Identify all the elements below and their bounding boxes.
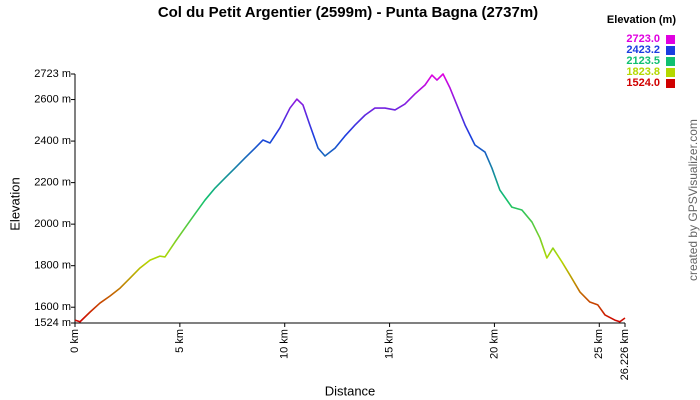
legend-label: 1823.8 (626, 66, 660, 78)
x-tick-label: 26.226 km (619, 329, 631, 380)
y-tick-label: 2400 m (34, 135, 71, 147)
credit: created by GPSVisualizer.com (686, 119, 700, 281)
legend-swatch (666, 79, 675, 88)
x-tick-label: 20 km (488, 329, 500, 359)
legend-title: Elevation (m) (607, 14, 676, 26)
legend-swatch (666, 35, 675, 44)
y-tick-label: 1600 m (34, 301, 71, 313)
legend-label: 2423.2 (626, 44, 660, 56)
legend-label: 1524.0 (626, 77, 660, 89)
x-tick-label: 10 km (279, 329, 291, 359)
y-tick-label: 2600 m (34, 93, 71, 105)
legend-swatch (666, 57, 675, 66)
x-tick-label: 15 km (383, 329, 395, 359)
legend-swatch (666, 46, 675, 55)
elevation-line (74, 73, 626, 323)
y-axis-title: Elevation (7, 177, 22, 230)
chart-title: Col du Petit Argentier (2599m) - Punta B… (158, 4, 538, 21)
legend-swatch (666, 68, 675, 77)
x-tick-label: 0 km (69, 329, 81, 353)
y-tick-label: 2000 m (34, 218, 71, 230)
x-axis-title: Distance (325, 383, 376, 398)
x-tick-label: 5 km (174, 329, 186, 353)
legend-label: 2723.0 (626, 33, 660, 45)
x-tick-label: 25 km (593, 329, 605, 359)
y-tick-label: 1524 m (34, 317, 71, 329)
y-tick-label: 1800 m (34, 260, 71, 272)
y-tick-label: 2200 m (34, 177, 71, 189)
y-tick-label: 2723 m (34, 68, 71, 80)
legend-label: 2123.5 (626, 55, 660, 67)
